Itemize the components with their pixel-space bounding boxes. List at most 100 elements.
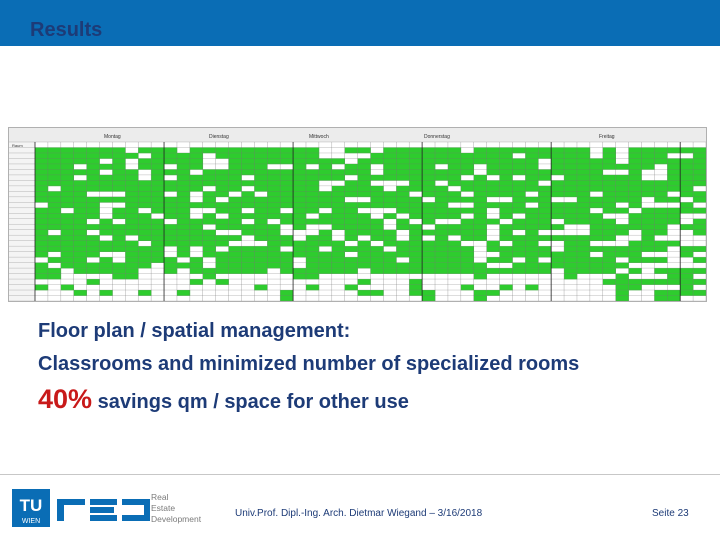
schedule-cell: [693, 229, 706, 236]
schedule-cell: [641, 235, 655, 241]
schedule-cell: [305, 218, 320, 225]
schedule-cell: [435, 191, 449, 198]
schedule-cell: [35, 174, 49, 181]
schedule-cell: [370, 224, 384, 231]
schedule-cell: [667, 169, 681, 176]
schedule-cell: [564, 185, 578, 192]
schedule-cell: [305, 257, 320, 263]
schedule-cell: [176, 180, 191, 187]
schedule-cell: [370, 152, 384, 159]
schedule-cell: [357, 169, 371, 176]
schedule-cell: [409, 290, 423, 296]
schedule-cell: [202, 191, 216, 198]
schedule-cell: [280, 213, 294, 220]
schedule-cell: [125, 152, 139, 159]
schedule-cell: [486, 257, 500, 263]
schedule-cell: [151, 169, 165, 176]
schedule-cell: [215, 147, 229, 154]
schedule-cell: [693, 169, 706, 176]
schedule-cell: [538, 191, 552, 198]
schedule-cell: [305, 262, 320, 269]
schedule-cell: [680, 169, 694, 176]
schedule-cell: [435, 268, 449, 274]
schedule-cell: [460, 207, 475, 214]
schedule-cell: [460, 169, 475, 176]
schedule-cell: [460, 257, 475, 263]
schedule-cell: [280, 295, 294, 301]
schedule-cell: [602, 185, 616, 192]
schedule-cell: [370, 191, 384, 198]
schedule-cell: [383, 152, 397, 159]
schedule-cell: [551, 163, 565, 170]
schedule-cell: [305, 268, 320, 274]
schedule-cell: [551, 235, 565, 241]
schedule-cell: [112, 240, 126, 247]
schedule-cell: [680, 158, 694, 165]
schedule-cell: [447, 240, 462, 247]
schedule-cell: [254, 147, 268, 154]
schedule-cell: [370, 268, 384, 274]
schedule-cell: [602, 207, 616, 214]
schedule-cell: [525, 180, 539, 187]
schedule-cell: [654, 191, 668, 198]
schedule-cell: [73, 202, 87, 209]
schedule-cell: [254, 213, 268, 220]
schedule-cell: [551, 152, 565, 159]
schedule-cell: [86, 262, 100, 269]
schedule-cell: [447, 213, 462, 220]
schedule-cell: [241, 268, 255, 274]
schedule-cell: [409, 284, 423, 291]
schedule-cell: [293, 180, 307, 187]
schedule-cell: [215, 257, 229, 263]
schedule-cell: [693, 279, 706, 285]
schedule-cell: [396, 147, 410, 154]
schedule-cell: [86, 158, 100, 165]
schedule-cell: [370, 229, 384, 236]
schedule-cell: [176, 158, 191, 165]
schedule-cell: [602, 246, 616, 252]
schedule-cell: [396, 202, 410, 209]
schedule-cell: [125, 251, 139, 258]
schedule-cell: [73, 229, 87, 236]
schedule-cell: [125, 196, 139, 203]
schedule-cell: [280, 268, 294, 274]
schedule-cell: [693, 218, 706, 225]
schedule-cell: [486, 163, 500, 170]
schedule-cell: [331, 207, 345, 214]
schedule-cell: [525, 207, 539, 214]
schedule-cell: [667, 180, 681, 187]
logo-line-estate: Estate: [151, 503, 176, 513]
schedule-cell: [654, 180, 668, 187]
schedule-cell: [202, 147, 216, 154]
schedule-cell: [615, 174, 629, 181]
schedule-cell: [99, 268, 113, 274]
schedule-cell: [86, 224, 100, 231]
schedule-cell: [460, 262, 475, 269]
schedule-cell: [112, 180, 126, 187]
schedule-cell: [293, 196, 307, 203]
schedule-cell: [576, 152, 591, 159]
schedule-cell: [151, 235, 165, 241]
schedule-cell: [318, 202, 333, 209]
schedule-cell: [344, 191, 358, 198]
schedule-cell: [125, 174, 139, 181]
schedule-cell: [628, 251, 642, 258]
schedule-cell: [344, 229, 358, 236]
schedule-cell: [641, 218, 655, 225]
schedule-cell: [164, 235, 178, 241]
schedule-cell: [680, 180, 694, 187]
schedule-cell: [241, 251, 255, 258]
schedule-cell: [525, 152, 539, 159]
schedule-cell: [654, 213, 668, 220]
schedule-cell: [151, 202, 165, 209]
schedule-cell: [512, 191, 526, 198]
schedule-cell: [228, 180, 242, 187]
schedule-cell: [396, 169, 410, 176]
schedule-cell: [73, 251, 87, 258]
schedule-cell: [331, 257, 345, 263]
schedule-cell: [460, 246, 475, 252]
schedule-cell: [60, 257, 75, 263]
schedule-cell: [86, 196, 100, 203]
schedule-cell: [280, 196, 294, 203]
schedule-cell: [447, 224, 462, 231]
